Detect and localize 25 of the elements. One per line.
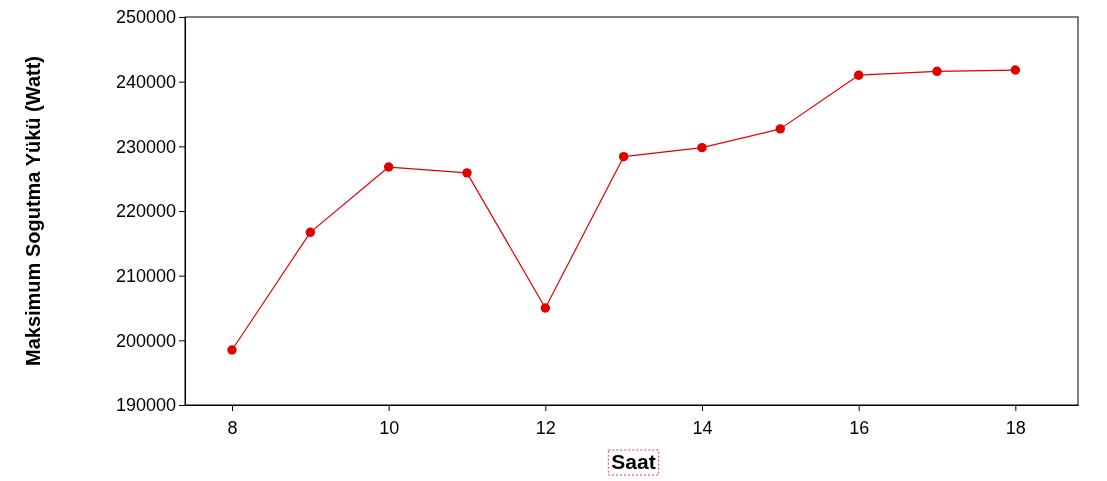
x-tick-label: 10 (379, 417, 400, 438)
point (305, 227, 316, 238)
y-tick-label: 190000 (115, 395, 176, 416)
point (932, 66, 942, 77)
point (383, 162, 394, 172)
x-tick-label: 16 (849, 417, 870, 438)
y-tick-label: 200000 (115, 330, 176, 351)
point (775, 124, 786, 134)
y-tick-label: 240000 (115, 71, 176, 92)
x-tick-label: 14 (692, 417, 713, 438)
point (697, 142, 707, 153)
point (462, 168, 472, 178)
y-axis-title: Maksimum Sogutma Yükü (Watt) (22, 55, 44, 367)
point (853, 70, 864, 80)
y-tick-label: 250000 (115, 7, 176, 28)
x-tick-label: 12 (535, 417, 556, 438)
point (1010, 65, 1021, 75)
y-tick-label: 210000 (115, 265, 176, 286)
x-tick-label: 18 (1005, 417, 1026, 438)
y-tick-label: 230000 (115, 136, 176, 157)
point (540, 303, 551, 313)
y-tick-label: 220000 (115, 201, 176, 222)
point (227, 345, 237, 355)
point (618, 151, 629, 162)
x-tick-label: 8 (227, 417, 238, 438)
